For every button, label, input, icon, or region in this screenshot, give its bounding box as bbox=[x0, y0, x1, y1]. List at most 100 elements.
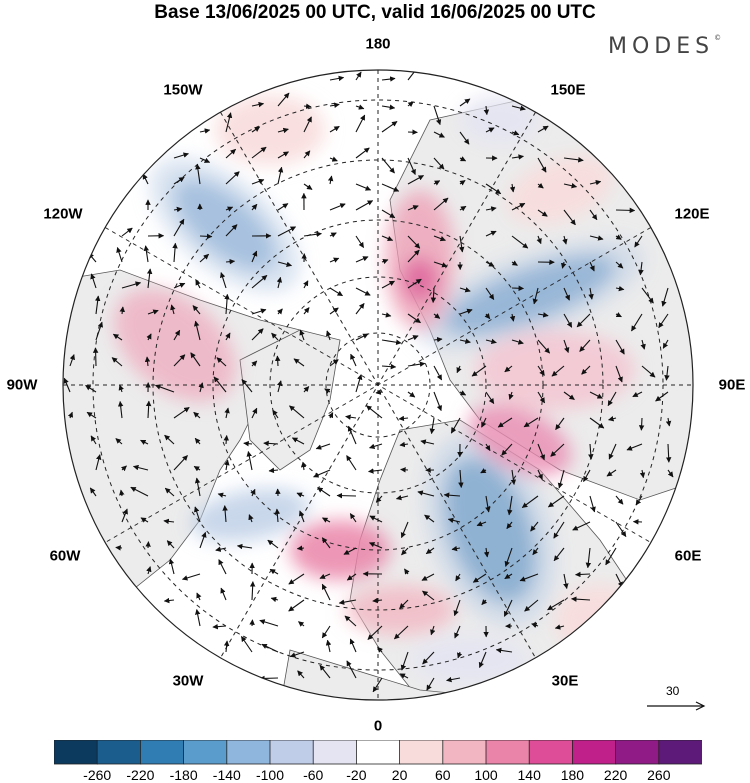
wind-vector bbox=[355, 104, 365, 110]
wind-vector bbox=[145, 400, 152, 419]
wind-vector bbox=[194, 506, 201, 523]
wind-vector bbox=[563, 183, 578, 189]
wind-vector bbox=[606, 469, 617, 477]
wind-vector bbox=[399, 441, 409, 448]
colorbar-tick-label: -60 bbox=[303, 767, 324, 783]
wind-vector bbox=[407, 361, 426, 367]
wind-vector bbox=[608, 443, 617, 460]
wind-vector bbox=[459, 205, 467, 212]
wind-vector bbox=[455, 573, 461, 582]
wind-vector bbox=[95, 321, 104, 341]
wind-vector bbox=[459, 179, 466, 186]
wind-vector bbox=[381, 157, 395, 174]
wind-vector bbox=[478, 651, 487, 669]
reference-vector: 30 bbox=[636, 682, 716, 712]
wind-vector bbox=[251, 126, 261, 133]
wind-vector bbox=[198, 382, 204, 393]
wind-vector bbox=[422, 590, 435, 601]
wind-vector bbox=[615, 285, 625, 292]
wind-vector bbox=[588, 443, 594, 460]
wind-vector bbox=[355, 256, 369, 263]
wind-vector bbox=[181, 573, 201, 581]
wind-vector bbox=[589, 391, 603, 399]
wind-vector bbox=[199, 233, 213, 240]
wind-vector bbox=[251, 250, 258, 263]
wind-vector bbox=[537, 365, 545, 376]
wind-vector bbox=[199, 531, 207, 549]
wind-vector bbox=[407, 335, 419, 341]
wind-vector bbox=[163, 518, 175, 525]
wind-vector bbox=[288, 599, 305, 612]
wind-vector bbox=[274, 508, 281, 523]
wind-vector bbox=[447, 517, 461, 524]
wind-vector bbox=[293, 358, 305, 367]
wind-vector bbox=[381, 121, 398, 133]
wind-vector bbox=[458, 235, 465, 253]
wind-vector bbox=[303, 116, 312, 133]
wind-vector bbox=[277, 92, 290, 107]
wind-vector bbox=[615, 312, 622, 318]
wind-vector bbox=[615, 521, 627, 538]
wind-vector bbox=[459, 308, 473, 315]
logo-text: MODES bbox=[608, 34, 715, 59]
map-disc bbox=[63, 70, 693, 700]
wind-vector bbox=[225, 171, 240, 185]
wind-vector bbox=[268, 467, 279, 474]
wind-vector bbox=[224, 459, 230, 471]
wind-vector bbox=[511, 202, 526, 211]
wind-vector bbox=[381, 258, 389, 265]
wind-vector bbox=[485, 338, 497, 345]
wind-vector bbox=[381, 104, 396, 110]
wind-vector bbox=[511, 260, 518, 266]
wind-vector bbox=[132, 464, 149, 471]
wind-vector bbox=[95, 454, 102, 471]
wind-vector bbox=[277, 166, 284, 185]
wind-vector bbox=[400, 521, 409, 539]
wind-vector bbox=[329, 287, 343, 297]
wind-vector bbox=[296, 492, 305, 498]
land-greenland bbox=[239, 329, 341, 471]
wind-vector bbox=[248, 514, 254, 523]
wind-vector bbox=[511, 154, 524, 160]
wind-vector bbox=[329, 307, 339, 315]
wind-vector bbox=[329, 257, 340, 263]
wind-vector bbox=[225, 332, 231, 341]
wind-vector bbox=[319, 573, 331, 579]
wind-vector bbox=[140, 517, 149, 523]
wind-vector bbox=[485, 443, 491, 452]
wind-vector bbox=[277, 127, 289, 134]
wind-vector bbox=[355, 114, 366, 133]
wind-vector bbox=[511, 105, 526, 111]
wind-vector bbox=[589, 495, 596, 513]
wind-vector bbox=[638, 417, 645, 431]
wind-vector bbox=[240, 636, 253, 653]
wind-vector bbox=[173, 152, 189, 159]
wind-vector bbox=[300, 461, 307, 471]
wind-vector bbox=[251, 146, 267, 159]
wind-vector bbox=[404, 568, 410, 575]
wind-vector bbox=[263, 440, 279, 447]
wind-vector bbox=[576, 313, 591, 328]
wind-vector bbox=[560, 261, 567, 269]
wind-vector bbox=[658, 313, 669, 329]
wind-vector bbox=[143, 245, 150, 263]
wind-vector bbox=[269, 568, 279, 575]
wind-vector bbox=[251, 274, 268, 289]
wind-vector bbox=[303, 386, 310, 393]
wind-vector bbox=[346, 660, 357, 679]
wind-vector bbox=[112, 333, 123, 341]
wind-vector bbox=[425, 547, 435, 555]
wind-vector bbox=[563, 157, 584, 163]
wind-vector bbox=[190, 352, 201, 367]
wind-vector bbox=[504, 573, 513, 580]
colorbar-bin bbox=[54, 740, 99, 765]
wind-vector bbox=[485, 287, 495, 300]
wind-vector bbox=[589, 179, 602, 186]
wind-vector bbox=[381, 339, 402, 345]
wind-vector bbox=[142, 173, 149, 185]
wind-vector bbox=[607, 391, 617, 407]
wind-vector bbox=[338, 599, 357, 605]
wind-vector bbox=[349, 638, 357, 653]
wind-vector bbox=[321, 625, 331, 639]
wind-vector bbox=[329, 102, 340, 108]
